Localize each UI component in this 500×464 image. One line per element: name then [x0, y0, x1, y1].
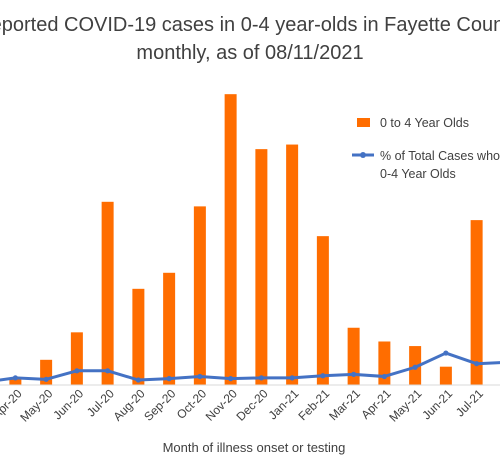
x-tick-label: May-20	[17, 386, 55, 424]
line-point-Apr-20	[12, 375, 18, 381]
legend-label-bar: 0 to 4 Year Olds	[380, 116, 469, 130]
line-series-path	[0, 351, 500, 382]
bar-Nov-20	[224, 94, 237, 386]
line-point-Feb-21	[320, 373, 326, 379]
x-tick-label: Aug-20	[110, 386, 147, 423]
legend-swatch-bar	[357, 118, 370, 127]
x-tick-label: Jan-21	[266, 386, 302, 422]
line-point-May-21	[412, 364, 418, 370]
line-point-Jul-21	[474, 361, 480, 367]
bar-Oct-20	[193, 206, 206, 385]
x-tick-label: Sep-20	[141, 386, 178, 423]
x-tick-label: Jun-21	[419, 386, 455, 422]
line-point-May-20	[43, 376, 49, 382]
x-tick-label: Mar-21	[326, 386, 363, 423]
x-axis-title: Month of illness onset or testing	[163, 440, 346, 455]
line-point-Jan-21	[289, 375, 295, 381]
bar-Aug-20	[132, 288, 145, 385]
legend: 0 to 4 Year Olds % of Total Cases who 0-…	[352, 116, 500, 181]
line-point-Jun-21	[443, 350, 449, 356]
line-point-Sep-20	[166, 376, 172, 382]
bar-Jun-20	[70, 332, 83, 385]
x-tick-label: Feb-21	[295, 386, 332, 423]
bar-Dec-20	[255, 149, 268, 385]
line-point-Mar-21	[351, 371, 357, 377]
x-tick-label: Nov-20	[203, 386, 240, 423]
line-point-Aug-20	[135, 377, 141, 383]
bar-Jan-21	[286, 144, 299, 385]
line-point-Nov-20	[228, 376, 234, 382]
line-series-layer	[0, 350, 500, 383]
bar-series-layer	[9, 94, 483, 386]
x-tick-labels: Apr-20May-20Jun-20Jul-20Aug-20Sep-20Oct-…	[0, 386, 500, 424]
line-point-Apr-21	[381, 373, 387, 380]
bar-Jul-21	[470, 220, 483, 385]
line-point-Dec-20	[258, 375, 264, 381]
x-tick-label: Au	[496, 386, 500, 406]
line-point-Jul-20	[105, 368, 111, 374]
x-tick-label: Jun-20	[50, 386, 86, 422]
line-point-Oct-20	[197, 373, 203, 380]
bar-Feb-21	[316, 236, 329, 385]
legend-label-line-1: % of Total Cases who	[380, 149, 500, 163]
bar-Jun-21	[439, 366, 452, 385]
x-tick-label: Dec-20	[233, 386, 270, 423]
bar-Sep-20	[163, 272, 176, 385]
chart-title-line-1: Reported COVID-19 cases in 0-4 year-olds…	[0, 14, 500, 36]
bar-Apr-20	[9, 378, 22, 385]
bar-Jul-20	[101, 201, 114, 385]
legend-swatch-marker	[360, 152, 366, 158]
x-tick-label: May-21	[386, 386, 424, 424]
x-tick-label: Jul-21	[453, 386, 486, 419]
chart-title-line-2: monthly, as of 08/11/2021	[136, 42, 363, 64]
line-point-Jun-20	[74, 368, 80, 374]
legend-label-line-2: 0-4 Year Olds	[380, 167, 456, 181]
bar-Mar-21	[347, 327, 360, 385]
